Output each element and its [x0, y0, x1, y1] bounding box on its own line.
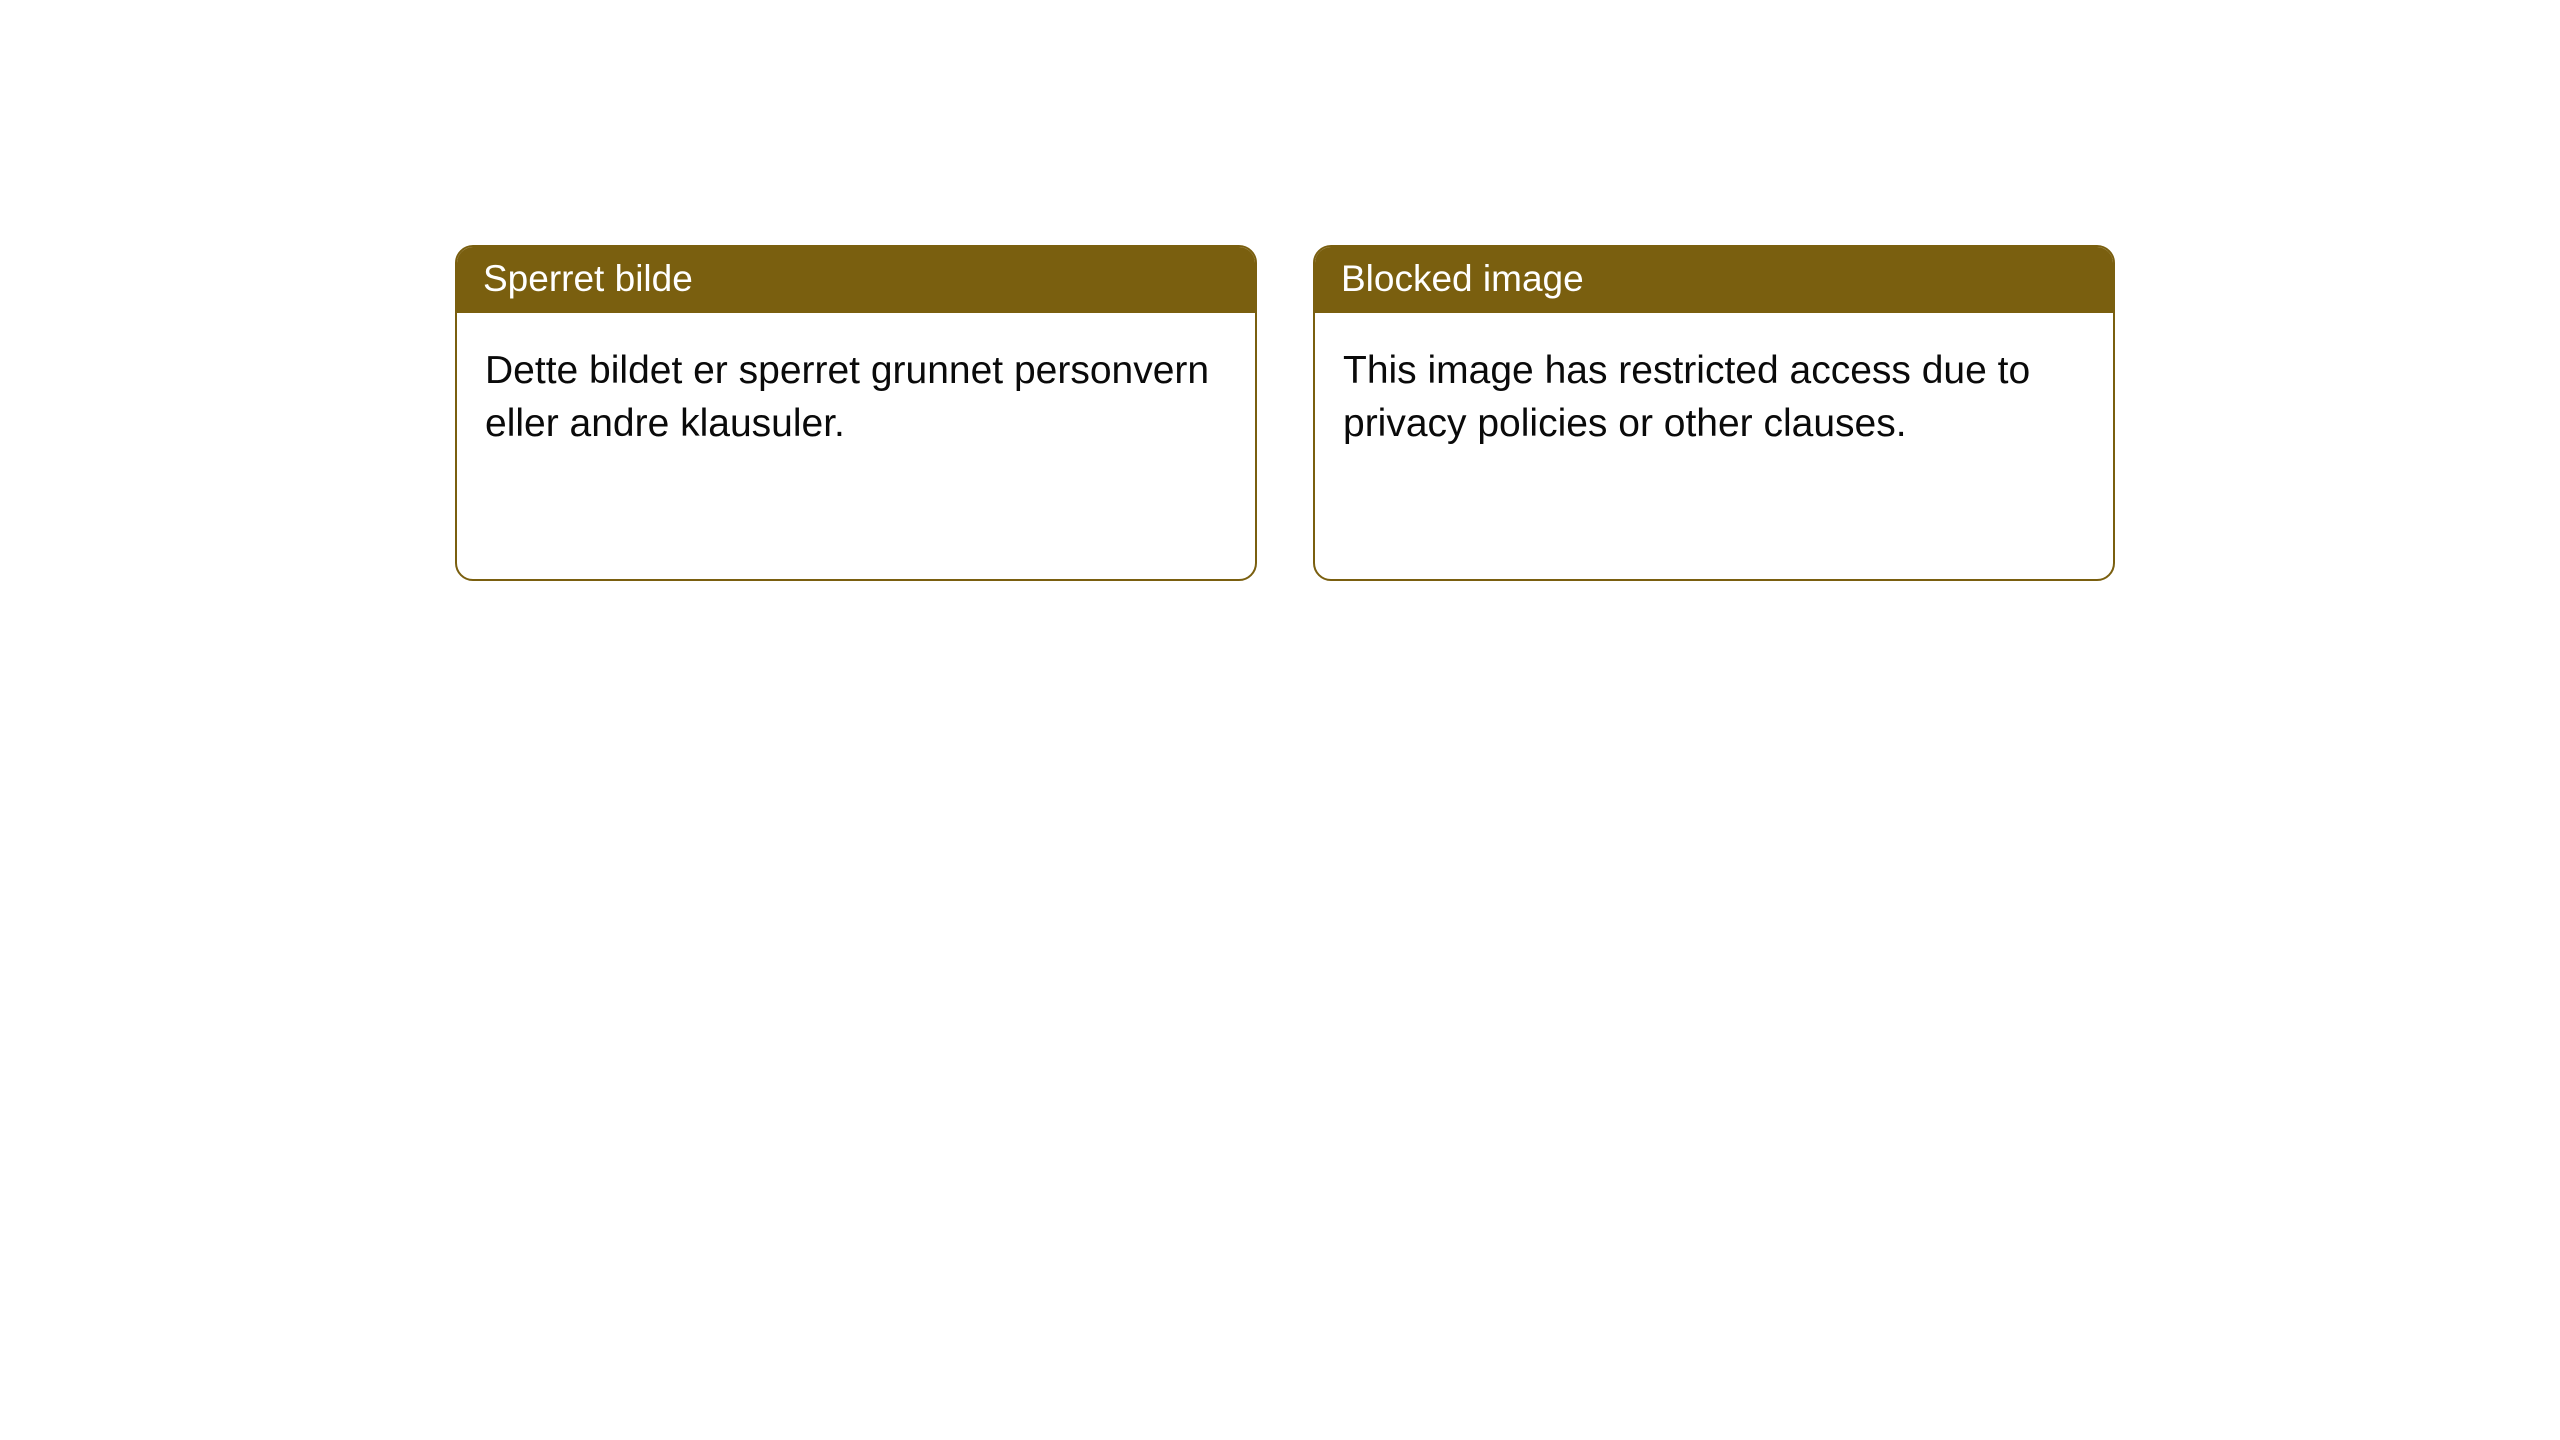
notice-cards-container: Sperret bilde Dette bildet er sperret gr…	[455, 245, 2115, 581]
notice-card-en: Blocked image This image has restricted …	[1313, 245, 2115, 581]
card-header-no: Sperret bilde	[457, 247, 1255, 313]
card-body-en: This image has restricted access due to …	[1315, 313, 2113, 482]
card-header-en: Blocked image	[1315, 247, 2113, 313]
notice-card-no: Sperret bilde Dette bildet er sperret gr…	[455, 245, 1257, 581]
card-body-no: Dette bildet er sperret grunnet personve…	[457, 313, 1255, 482]
